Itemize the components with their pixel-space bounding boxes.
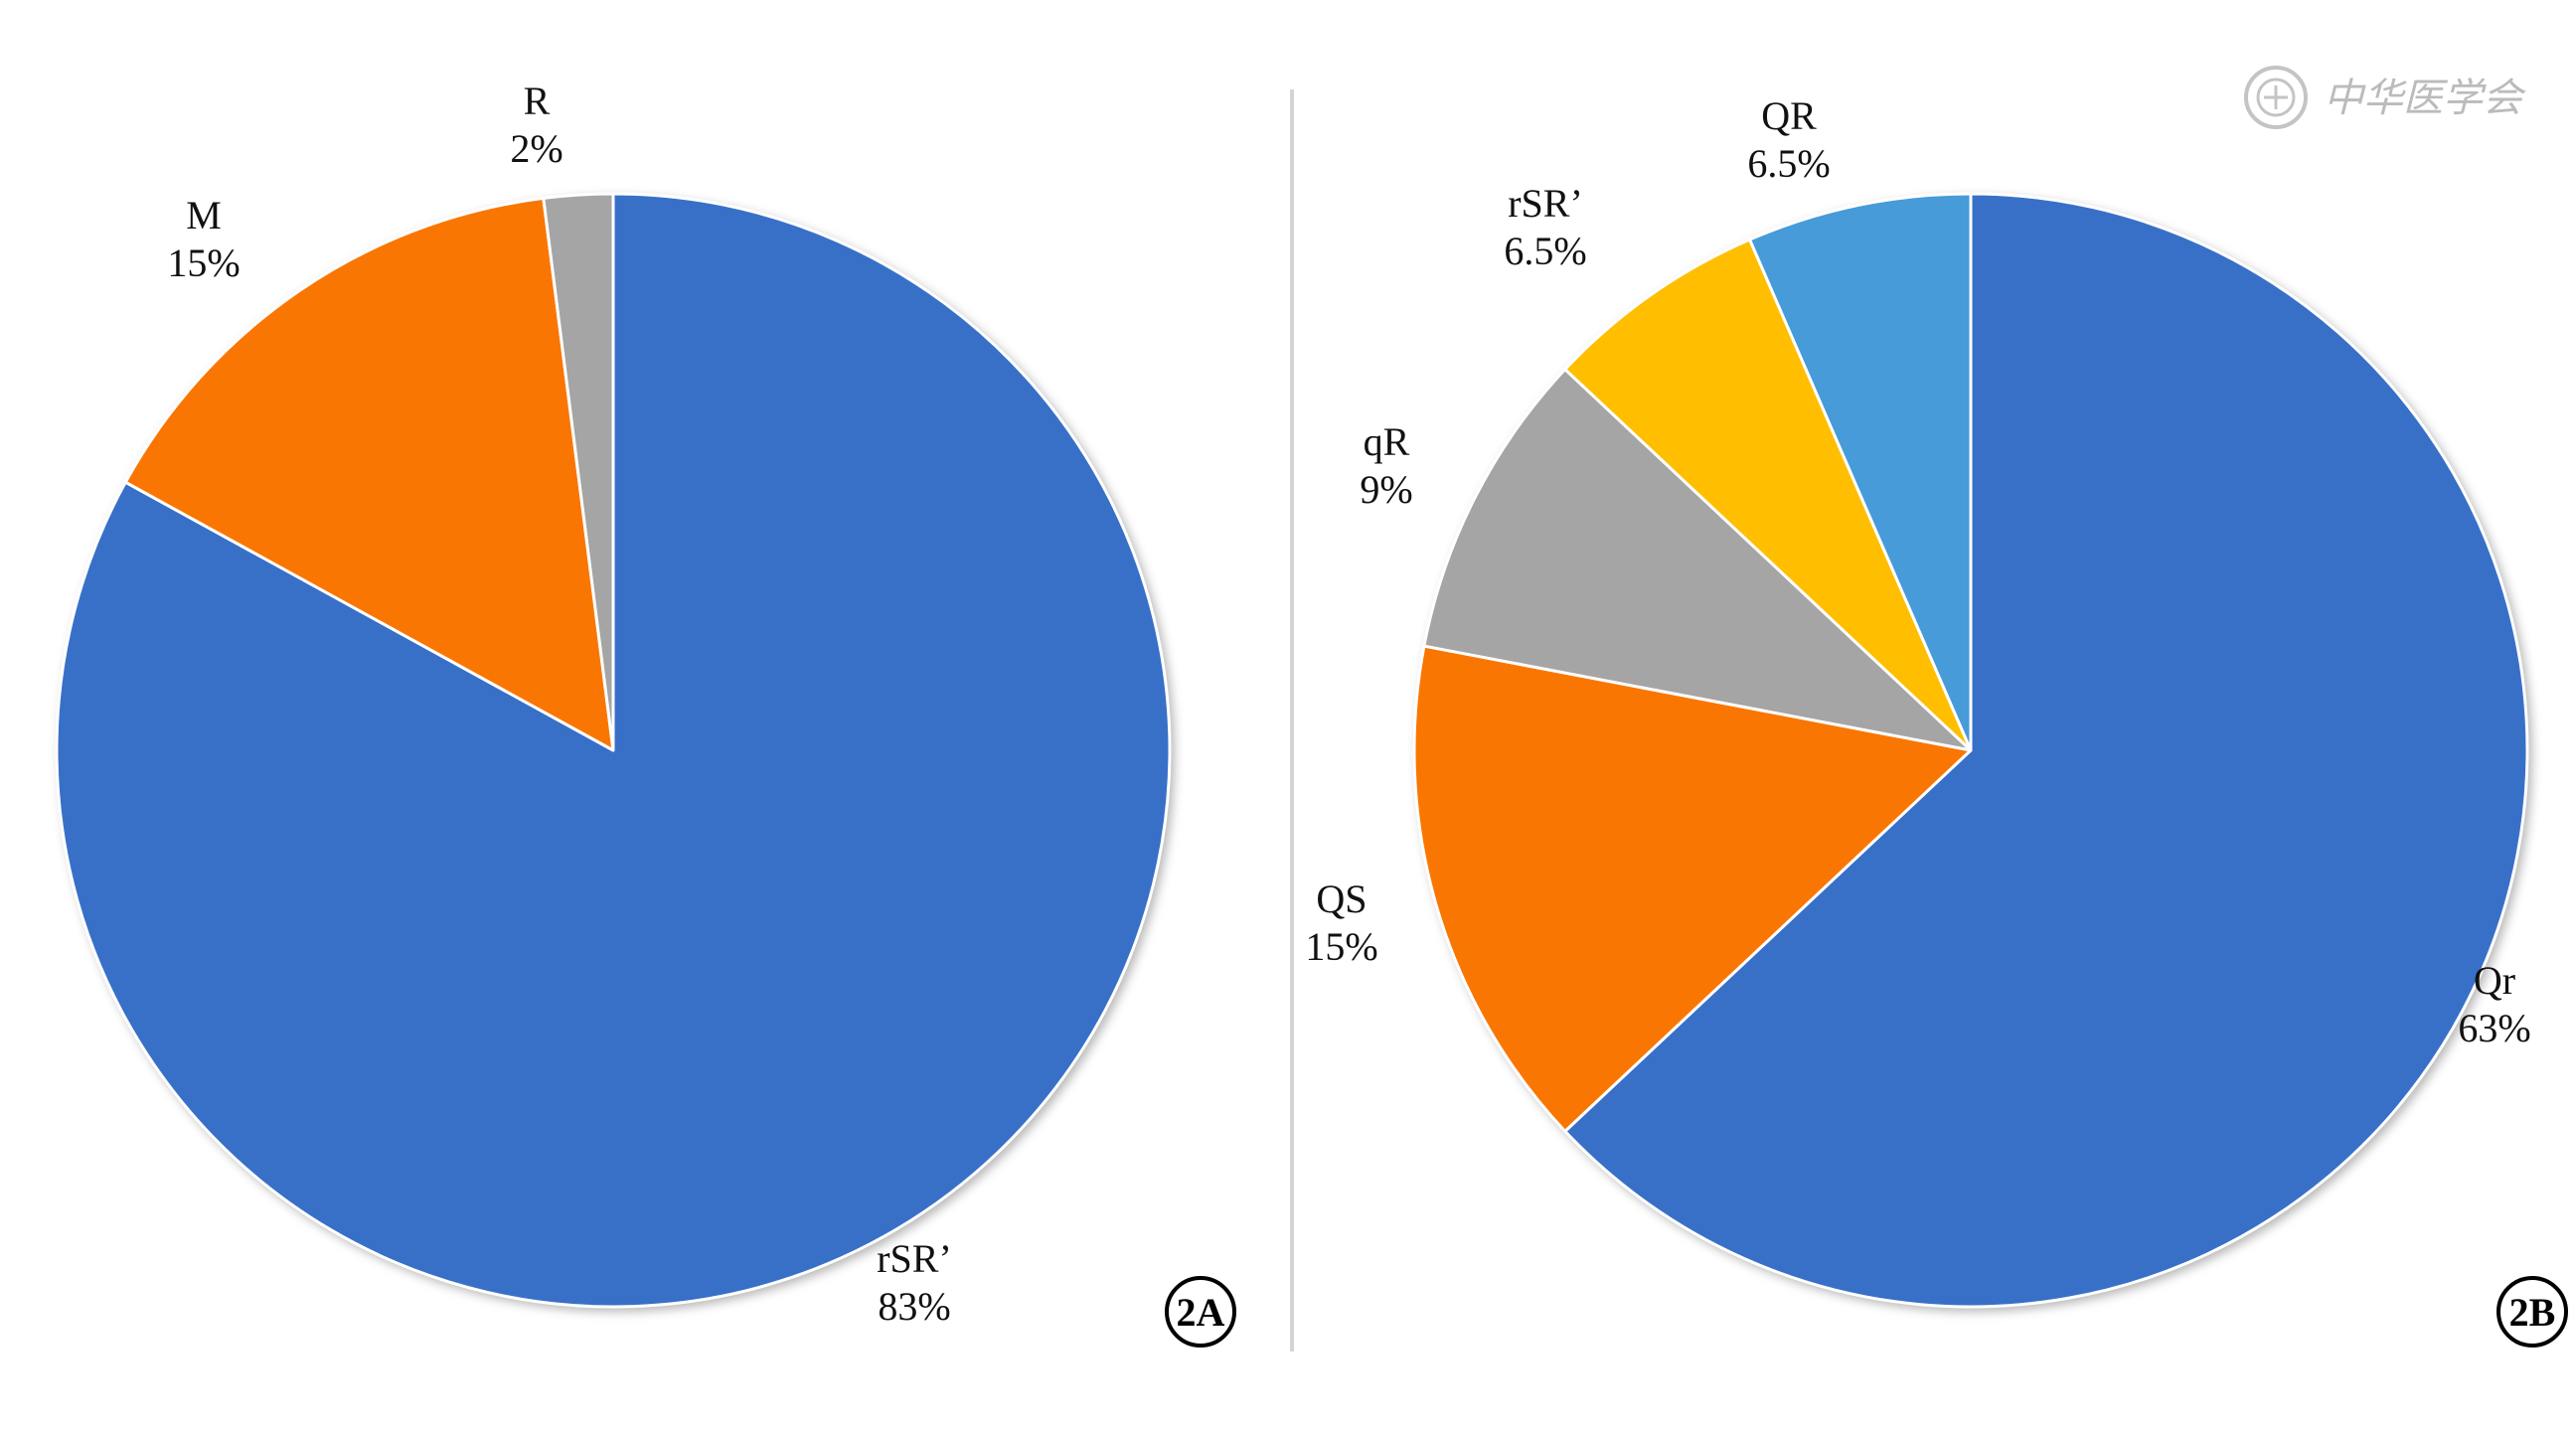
panel-tag-2b: 2B (2496, 1276, 2568, 1348)
slice-label-1-1: QS 15% (1305, 876, 1377, 969)
panel-tag-circle (2496, 1276, 2568, 1348)
watermark: 中华医学会 (2244, 66, 2526, 129)
panel-tag-circle (1165, 1276, 1236, 1348)
pie-slice-1-0 (1563, 192, 2529, 1309)
pie-slice-1-2 (1422, 368, 1973, 752)
panel-tag-label: 2A (1177, 1290, 1225, 1335)
society-seal-icon (2244, 66, 2308, 129)
pie-chart-2b: Qr 63% QS 15% qR 9% rSR’ 6.5% QR 6.5% (1305, 93, 2531, 1309)
slice-label-0-0: rSR’ 83% (877, 1236, 952, 1329)
slice-label-1-3: rSR’ 6.5% (1504, 181, 1586, 273)
slice-label-0-2: R 2% (510, 79, 563, 171)
slice-label-1-4: QR 6.5% (1747, 93, 1830, 186)
pie-chart-2a: rSR’ 83% M 15% R 2% (55, 79, 1172, 1329)
watermark-text: 中华医学会 (2324, 76, 2526, 121)
pie-slice-0-2 (542, 192, 615, 752)
pie-slice-1-1 (1412, 644, 1973, 1133)
slice-label-1-2: qR 9% (1360, 419, 1412, 512)
pie-slice-1-4 (1748, 192, 1973, 752)
pie-slice-0-1 (123, 196, 615, 752)
panel-tag-2a: 2A (1165, 1276, 1236, 1348)
slice-label-0-1: M 15% (167, 193, 240, 285)
pie-slice-1-3 (1563, 238, 1973, 752)
slice-label-1-0: Qr 63% (2458, 958, 2530, 1050)
panel-tag-label: 2B (2509, 1290, 2556, 1335)
